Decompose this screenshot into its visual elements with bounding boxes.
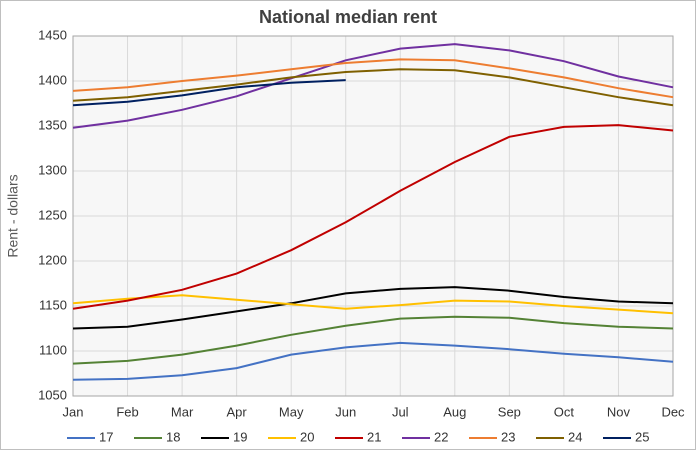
chart-title: National median rent	[259, 7, 437, 27]
x-tick-label: Aug	[443, 404, 466, 419]
legend-label: 20	[300, 429, 314, 444]
y-tick-label: 1200	[38, 252, 67, 267]
y-tick-label: 1450	[38, 27, 67, 42]
series-line	[72, 43, 674, 129]
series-line	[72, 294, 674, 315]
legend-label: 17	[99, 429, 113, 444]
legend-label: 23	[501, 429, 515, 444]
x-tick-label: Feb	[116, 404, 138, 419]
series-line	[72, 286, 674, 330]
series-line	[72, 124, 674, 310]
x-tick-label: May	[279, 404, 304, 419]
x-tick-label: Mar	[171, 404, 194, 419]
x-tick-label: Dec	[661, 404, 685, 419]
x-tick-label: Jan	[63, 404, 84, 419]
x-tick-label: Oct	[554, 404, 575, 419]
series-line	[72, 79, 346, 107]
y-tick-label: 1050	[38, 387, 67, 402]
y-axis-label: Rent - dollars	[5, 174, 21, 257]
legend-label: 19	[233, 429, 247, 444]
x-tick-label: Apr	[227, 404, 248, 419]
y-tick-label: 1300	[38, 162, 67, 177]
y-tick-label: 1350	[38, 117, 67, 132]
legend-label: 25	[635, 429, 649, 444]
legend-label: 21	[367, 429, 381, 444]
legend-label: 18	[166, 429, 180, 444]
series-line	[72, 58, 674, 99]
y-tick-label: 1100	[39, 342, 67, 357]
legend-label: 24	[568, 429, 582, 444]
y-tick-label: 1150	[39, 297, 67, 312]
legend-label: 22	[434, 429, 448, 444]
series-line	[72, 315, 674, 365]
x-tick-label: Jul	[392, 404, 409, 419]
series-line	[72, 68, 674, 107]
y-tick-label: 1250	[38, 207, 67, 222]
x-tick-label: Sep	[498, 404, 521, 419]
x-tick-label: Nov	[607, 404, 631, 419]
x-tick-label: Jun	[335, 404, 356, 419]
series-line	[72, 341, 674, 381]
plot-border	[72, 35, 674, 397]
y-tick-label: 1400	[38, 72, 67, 87]
